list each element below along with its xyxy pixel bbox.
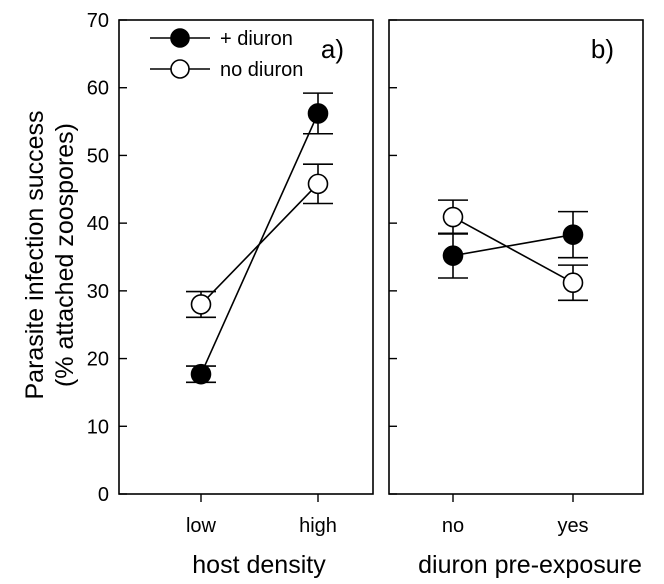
y-tick-label-60: 60 xyxy=(87,78,109,100)
panel-b-label: b) xyxy=(591,34,614,64)
panel-a-frame xyxy=(118,19,374,495)
x-axis-title-b: diuron pre-exposure xyxy=(418,551,642,579)
data-point-b-no-diuron-yes xyxy=(562,272,584,294)
data-point-b-diuron-yes xyxy=(562,224,584,245)
y-axis-subtitle: (% attached zoospores) xyxy=(51,123,79,387)
data-point-b-diuron-no xyxy=(442,245,464,266)
series-line-b-diuron xyxy=(452,233,574,257)
series-line-a-diuron xyxy=(200,113,319,375)
y-tick-label-70: 70 xyxy=(87,10,109,32)
panel-b-frame xyxy=(388,19,644,495)
panel-b: no yes xyxy=(388,19,644,537)
data-point-a-diuron-high xyxy=(307,103,329,124)
data-point-a-no-diuron-low xyxy=(190,294,212,315)
x-tick-label-a-high: high xyxy=(299,515,337,537)
legend-label-diuron: + diuron xyxy=(220,28,293,50)
y-tick-label-20: 20 xyxy=(87,349,109,371)
x-tick-label-b-yes: yes xyxy=(557,515,588,537)
x-axis-title-a: host density xyxy=(192,551,326,579)
y-tick-label-0: 0 xyxy=(98,484,109,506)
legend-label-no-diuron: no diuron xyxy=(220,59,303,81)
data-point-b-no-diuron-no xyxy=(442,206,464,228)
data-point-a-diuron-low xyxy=(190,363,212,385)
series-line-b-no-diuron xyxy=(452,216,574,284)
panel-a-label: a) xyxy=(321,34,344,64)
panel-a: low high xyxy=(118,19,374,537)
y-axis: 0 10 20 30 40 50 60 70 xyxy=(87,10,397,506)
y-tick-label-10: 10 xyxy=(87,416,109,438)
y-tick-label-50: 50 xyxy=(87,145,109,167)
y-tick-label-40: 40 xyxy=(87,213,109,235)
y-axis-title: Parasite infection success xyxy=(21,110,49,399)
legend: + diuron no diuron xyxy=(150,28,303,81)
legend-marker-no-diuron xyxy=(170,59,190,79)
x-tick-label-b-no: no xyxy=(442,515,464,537)
data-point-a-no-diuron-high xyxy=(307,173,329,195)
x-tick-label-a-low: low xyxy=(186,515,217,537)
legend-marker-diuron xyxy=(170,28,190,48)
y-tick-label-30: 30 xyxy=(87,281,109,303)
